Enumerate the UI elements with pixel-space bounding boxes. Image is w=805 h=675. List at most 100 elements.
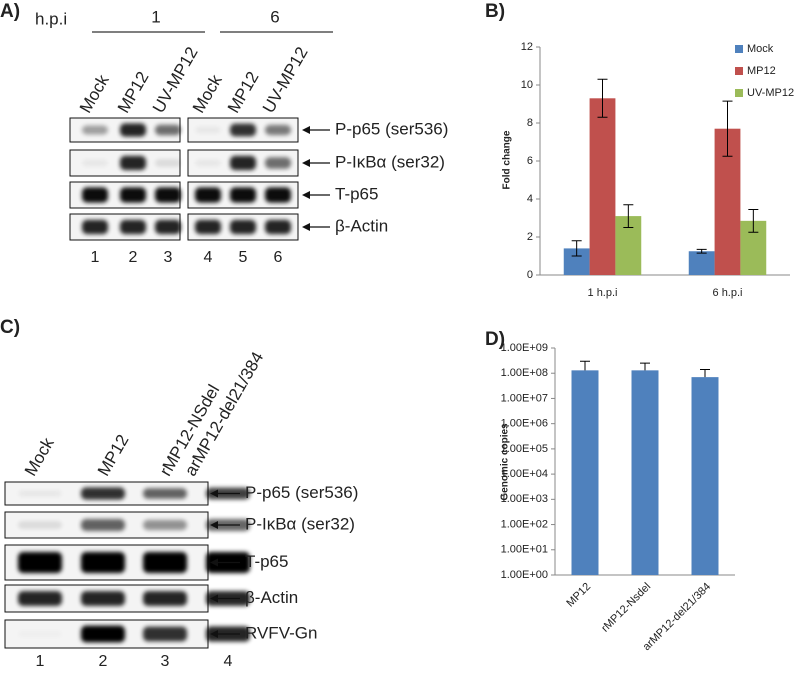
blot-band xyxy=(81,552,125,573)
blot-band xyxy=(143,519,187,531)
legend-label: Mock xyxy=(747,43,774,55)
blot-band xyxy=(265,219,291,235)
lane-number: 1 xyxy=(91,249,100,266)
error-bar xyxy=(571,240,582,257)
row-label: T-p65 xyxy=(245,552,288,571)
arrow-head xyxy=(210,630,218,638)
error-bar xyxy=(640,362,650,371)
legend-label: MP12 xyxy=(747,65,776,77)
arrow-head xyxy=(302,223,310,231)
y-tick-label: 1.00E+03 xyxy=(501,493,548,505)
blot-band xyxy=(155,187,181,203)
blot-band xyxy=(18,521,62,529)
lane-label: Mock xyxy=(189,71,226,116)
blot-band xyxy=(18,490,62,497)
y-tick-label: 1.00E+01 xyxy=(501,544,548,556)
y-axis-label: Fold change xyxy=(502,130,513,189)
x-tick-label: 1 h.p.i xyxy=(588,287,618,299)
blot-band xyxy=(81,625,125,643)
lane-number: 5 xyxy=(239,249,248,266)
error-bar xyxy=(623,204,634,228)
blot-band xyxy=(82,219,108,235)
arrow-head xyxy=(210,521,218,529)
blot-band xyxy=(120,155,146,171)
lane-number: 4 xyxy=(204,249,213,266)
error-bar xyxy=(580,360,590,371)
blot-band xyxy=(195,159,221,167)
blot-band xyxy=(230,219,256,235)
y-tick-label: 6 xyxy=(527,155,533,167)
x-tick-label: 6 h.p.i xyxy=(713,287,743,299)
lane-label: Mock xyxy=(76,71,113,116)
x-tick-label: arMP12-del21/384 xyxy=(641,581,713,653)
y-tick-label: 1.00E+09 xyxy=(501,342,548,354)
lane-label: UV-MP12 xyxy=(259,44,312,117)
error-bar xyxy=(597,78,608,118)
lane-label: Mock xyxy=(21,434,58,479)
group-label: 6 xyxy=(270,7,279,26)
blot-band xyxy=(230,187,256,203)
blot-band xyxy=(143,552,187,573)
lane-number: 1 xyxy=(36,653,45,670)
y-axis-label: Genomic copies xyxy=(500,423,511,501)
legend-swatch xyxy=(735,45,743,53)
y-tick-label: 1.00E+06 xyxy=(501,418,548,430)
blot-band xyxy=(265,157,291,169)
blot-band xyxy=(18,630,62,637)
bar xyxy=(571,370,599,575)
y-tick-label: 1.00E+04 xyxy=(501,468,548,480)
blot-band xyxy=(195,126,221,134)
bar xyxy=(631,370,659,575)
blot-band xyxy=(265,124,291,136)
error-bar xyxy=(696,248,707,254)
blot-band xyxy=(120,187,146,203)
blot-band xyxy=(81,487,125,500)
arrow-head xyxy=(302,159,310,167)
arrow-head xyxy=(210,594,218,603)
arrow-head xyxy=(302,191,310,199)
error-bar xyxy=(700,369,710,378)
bar xyxy=(589,98,616,275)
y-tick-label: 10 xyxy=(521,79,533,91)
row-label: P-p65 (ser536) xyxy=(335,119,448,138)
blot-band xyxy=(230,155,256,171)
blot-band xyxy=(155,159,181,167)
lane-number: 3 xyxy=(164,249,173,266)
blot-band xyxy=(120,219,146,235)
x-tick-label: rMP12-Nsdel xyxy=(599,581,653,635)
legend-label: UV-MP12 xyxy=(747,87,794,99)
row-label: RVFV-Gn xyxy=(245,623,317,642)
y-tick-label: 4 xyxy=(527,193,533,205)
row-label: P-IκBα (ser32) xyxy=(335,152,445,171)
row-label: β-Actin xyxy=(335,216,388,235)
y-tick-label: 8 xyxy=(527,117,533,129)
legend-swatch xyxy=(735,67,743,75)
blot-band xyxy=(155,124,181,136)
blot-band xyxy=(81,591,125,606)
lane-number: 2 xyxy=(129,249,138,266)
blot-band xyxy=(230,123,256,137)
bar xyxy=(688,251,715,275)
lane-label: MP12 xyxy=(114,68,153,116)
arrow-head xyxy=(210,489,218,498)
blot-band xyxy=(18,591,62,606)
lane-number: 2 xyxy=(99,653,108,670)
error-bar xyxy=(748,208,759,233)
row-label: β-Actin xyxy=(245,588,298,607)
y-tick-label: 1.00E+07 xyxy=(501,392,548,404)
y-tick-label: 12 xyxy=(521,41,533,53)
panel-label: C) xyxy=(0,317,20,338)
blot-band xyxy=(143,626,187,642)
arrow-head xyxy=(210,558,218,567)
lane-number: 6 xyxy=(274,249,283,266)
blot-band xyxy=(143,488,187,499)
panel-label: B) xyxy=(485,1,505,22)
bar xyxy=(691,377,719,575)
blot-band xyxy=(195,219,221,235)
group-label: 1 xyxy=(151,7,160,26)
error-bar xyxy=(722,100,733,157)
blot-band xyxy=(143,591,187,606)
blot-band xyxy=(82,159,108,167)
blot-band xyxy=(265,187,291,203)
y-tick-label: 2 xyxy=(527,231,533,243)
